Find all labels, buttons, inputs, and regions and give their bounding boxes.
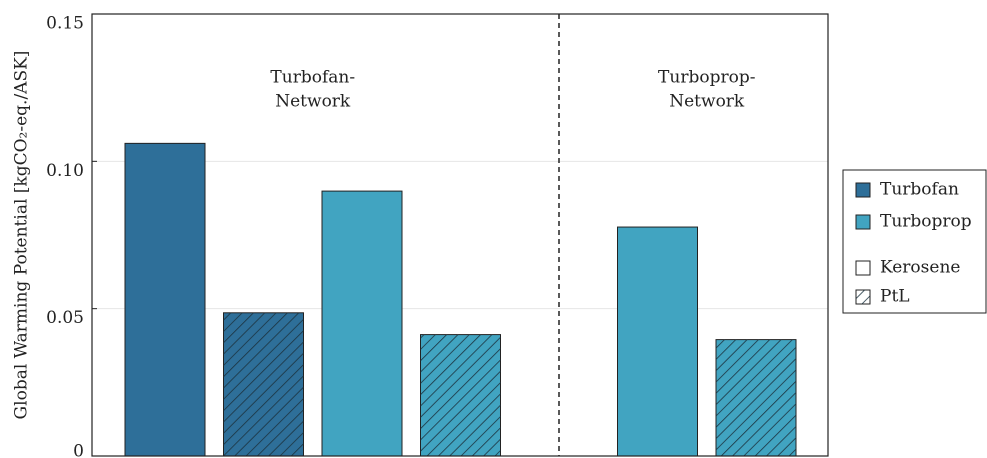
bar: [617, 226, 698, 457]
annotation: Network: [275, 92, 351, 112]
legend-hatch: [856, 290, 870, 304]
bar-hatch: [716, 339, 796, 456]
bar: [321, 190, 403, 457]
bar-hatch: [223, 312, 304, 456]
annotation: Turboprop-: [658, 68, 755, 88]
legend-swatch: [855, 182, 871, 198]
y-tick-label: 0.05: [46, 308, 84, 328]
y-tick-label: 0.10: [46, 161, 84, 181]
bar: [124, 142, 206, 457]
y-tick-label: 0.15: [46, 14, 84, 34]
legend-swatch: [855, 214, 871, 230]
legend-swatch: [855, 260, 871, 276]
bar-hatch: [420, 334, 501, 456]
annotation: Network: [669, 92, 745, 112]
legend-label: PtL: [880, 287, 910, 307]
y-axis-label: Global Warming Potential [kgCO₂-eq./ASK]: [12, 51, 32, 420]
legend-label: Kerosene: [880, 258, 960, 278]
plot-frame: [91, 13, 829, 457]
legend-label: Turboprop: [880, 212, 972, 232]
legend-label: Turbofan: [880, 180, 959, 200]
annotation: Turbofan-: [270, 68, 355, 88]
y-tick-label: 0: [73, 442, 84, 458]
